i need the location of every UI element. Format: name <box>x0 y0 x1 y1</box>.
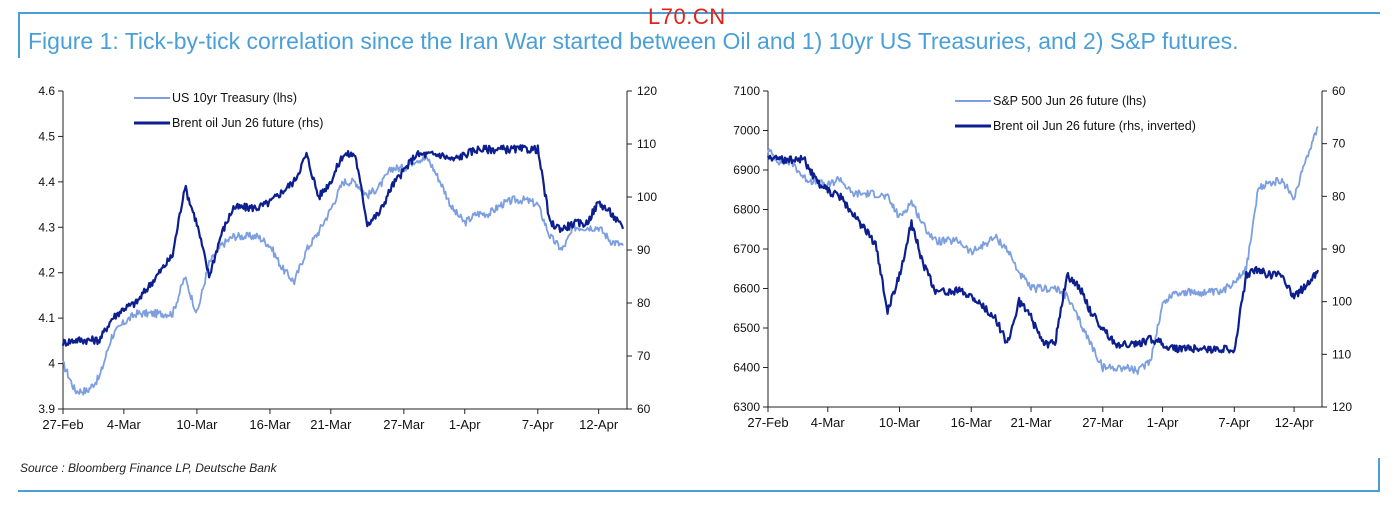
left-tick-label: 6500 <box>733 321 760 335</box>
x-tick-label: 27-Mar <box>1082 415 1124 430</box>
chart-sp500-vs-oil: 6300 6400 6500 6600 6700 6800 6900 7000 7100 60 70… <box>733 84 1352 430</box>
x-tick-label: 12-Apr <box>579 417 619 432</box>
right-tick-label: 100 <box>637 190 657 204</box>
left-tick-label: 6900 <box>733 163 760 177</box>
legend-label: Brent oil Jun 26 future (rhs, inverted) <box>993 119 1196 133</box>
source-note: Source : Bloomberg Finance LP, Deutsche … <box>20 461 277 475</box>
watermark: L70.CN <box>648 4 726 29</box>
right-tick-label: 100 <box>1332 295 1352 309</box>
series-line-dark <box>766 154 1320 354</box>
left-tick-label: 4.4 <box>38 175 55 189</box>
x-tick-label: 16-Mar <box>951 415 993 430</box>
left-tick-label: 4.2 <box>38 266 55 280</box>
x-tick-label: 4-Mar <box>107 417 142 432</box>
right-tick-label: 80 <box>637 296 651 310</box>
legend-label: US 10yr Treasury (lhs) <box>172 91 297 105</box>
x-tick-label: 1-Apr <box>449 417 481 432</box>
left-tick-label: 6800 <box>733 203 760 217</box>
x-tick-label: 12-Apr <box>1275 415 1315 430</box>
left-tick-label: 6700 <box>733 242 760 256</box>
right-tick-label: 110 <box>1332 347 1351 361</box>
title-rule <box>18 12 1380 14</box>
left-tick-label: 3.9 <box>38 402 55 416</box>
left-tick-label: 4.6 <box>38 84 55 98</box>
right-tick-label: 110 <box>637 137 656 151</box>
series-line-light <box>767 126 1319 375</box>
left-tick-label: 4.1 <box>38 311 55 325</box>
x-tick-label: 27-Mar <box>383 417 425 432</box>
left-tick-label: 6400 <box>733 361 760 375</box>
title-left-rule <box>18 12 20 58</box>
left-tick-label: 6300 <box>733 400 760 414</box>
x-tick-label: 10-Mar <box>879 415 921 430</box>
x-tick-label: 27-Feb <box>747 415 788 430</box>
right-tick-label: 60 <box>637 402 651 416</box>
x-tick-label: 7-Apr <box>1218 415 1250 430</box>
right-tick-label: 120 <box>1332 400 1352 414</box>
left-tick-label: 6600 <box>733 282 760 296</box>
series-line-light <box>62 155 624 396</box>
right-tick-label: 120 <box>637 84 657 98</box>
right-tick-label: 80 <box>1332 189 1346 203</box>
left-tick-label: 4.5 <box>38 129 55 143</box>
left-tick-label: 7000 <box>733 124 760 138</box>
series-line-dark <box>61 144 625 347</box>
source-right-rule <box>1378 458 1380 490</box>
right-tick-label: 90 <box>637 243 651 257</box>
figure-title: Figure 1: Tick-by-tick correlation since… <box>28 28 1239 54</box>
x-tick-label: 21-Mar <box>310 417 352 432</box>
chart-treasury-vs-oil: 3.9 4 4.1 4.2 4.3 4.4 4.5 4.6 60 70 80 90 100 110 120 2… <box>38 84 657 432</box>
x-tick-label: 4-Mar <box>811 415 846 430</box>
legend-label: S&P 500 Jun 26 future (lhs) <box>993 94 1146 108</box>
x-tick-label: 16-Mar <box>249 417 291 432</box>
source-rule <box>18 490 1380 492</box>
left-tick-label: 7100 <box>733 84 760 98</box>
right-tick-label: 90 <box>1332 242 1346 256</box>
x-tick-label: 10-Mar <box>176 417 218 432</box>
x-tick-label: 27-Feb <box>42 417 83 432</box>
legend-label: Brent oil Jun 26 future (rhs) <box>172 116 323 130</box>
left-tick-label: 4.3 <box>38 220 55 234</box>
left-tick-label: 4 <box>48 357 55 371</box>
x-tick-label: 1-Apr <box>1147 415 1179 430</box>
x-tick-label: 7-Apr <box>522 417 554 432</box>
x-tick-label: 21-Mar <box>1010 415 1052 430</box>
right-tick-label: 70 <box>1332 137 1346 151</box>
right-tick-label: 60 <box>1332 84 1346 98</box>
right-tick-label: 70 <box>637 349 651 363</box>
